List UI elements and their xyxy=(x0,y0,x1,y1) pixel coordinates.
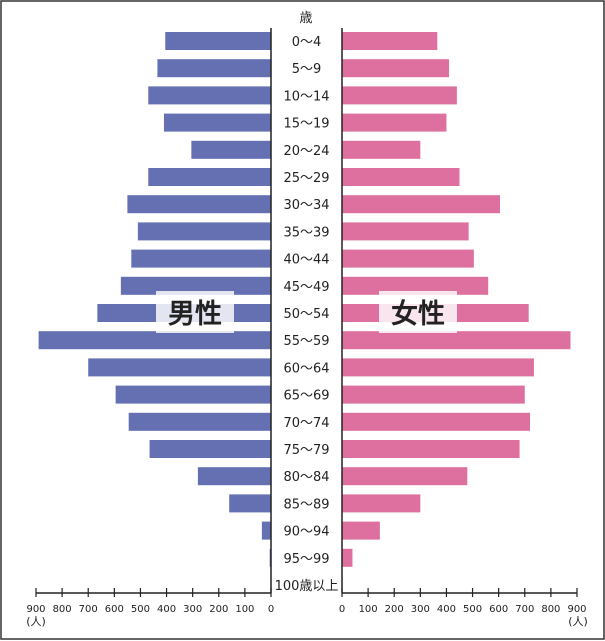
female-bar xyxy=(342,195,500,214)
female-bar xyxy=(342,331,571,350)
male-bar xyxy=(128,412,271,431)
female-tick-label: 600 xyxy=(489,604,508,615)
male-bar xyxy=(120,276,271,295)
female-tick-label: 300 xyxy=(411,604,430,615)
male-bar xyxy=(127,195,271,214)
female-bar xyxy=(342,168,460,186)
male-bar xyxy=(261,521,271,540)
male-bar xyxy=(165,32,271,50)
male-tick-label: 600 xyxy=(105,604,124,615)
male-tick-label: 400 xyxy=(157,604,176,615)
age-group-label: 90〜94 xyxy=(283,525,329,540)
female-legend-box xyxy=(379,291,457,333)
male-tick-label: 200 xyxy=(209,604,228,615)
age-group-label: 0〜4 xyxy=(292,35,322,50)
female-bar xyxy=(342,358,534,377)
female-tick-label: 100 xyxy=(359,604,378,615)
age-group-label: 45〜49 xyxy=(283,280,329,295)
axes xyxy=(36,28,577,594)
male-bar xyxy=(191,140,271,159)
age-group-label: 50〜54 xyxy=(283,307,329,322)
male-bar xyxy=(88,358,271,377)
female-bar xyxy=(342,412,530,431)
female-tick-label: 800 xyxy=(541,604,560,615)
female-tick-label: 700 xyxy=(515,604,534,615)
female-tick-label: 0 xyxy=(339,604,345,615)
male-bar xyxy=(131,249,271,268)
female-bar xyxy=(342,521,380,540)
female-bar xyxy=(342,276,489,295)
age-group-label: 55〜59 xyxy=(283,334,329,349)
age-group-label: 10〜14 xyxy=(283,89,329,104)
female-tick-label: 900 xyxy=(567,604,586,615)
female-tick-label: 200 xyxy=(385,604,404,615)
male-tick-label: 100 xyxy=(235,604,254,615)
male-unit-label: (人) xyxy=(26,615,46,628)
age-group-label: 25〜29 xyxy=(283,171,329,186)
female-bar xyxy=(342,440,520,458)
male-tick-label: 900 xyxy=(26,604,45,615)
female-bars xyxy=(342,32,571,594)
male-bar xyxy=(149,440,271,458)
male-bar xyxy=(38,331,271,350)
female-bar xyxy=(342,222,469,241)
male-tick-label: 800 xyxy=(53,604,72,615)
age-group-label: 80〜84 xyxy=(283,470,329,485)
male-tick-label: 300 xyxy=(183,604,202,615)
female-bar xyxy=(342,385,525,404)
male-bar xyxy=(157,59,271,78)
female-tick-label: 400 xyxy=(437,604,456,615)
age-unit-label: 歳 xyxy=(299,11,312,26)
age-group-label: 40〜44 xyxy=(283,253,329,268)
male-tick-label: 700 xyxy=(79,604,98,615)
age-group-label: 85〜89 xyxy=(283,497,329,512)
age-group-label: 65〜69 xyxy=(283,389,329,404)
female-series-label: 女性 xyxy=(391,298,445,330)
age-group-label: 100歳以上 xyxy=(275,579,339,594)
female-bar xyxy=(342,32,438,50)
male-bar xyxy=(197,467,271,486)
age-group-label: 60〜64 xyxy=(283,361,329,376)
female-ticks: 0 100 200 300 400 500 600 700 800 900 xyxy=(339,588,587,615)
male-bar xyxy=(115,385,271,404)
age-group-label: 20〜24 xyxy=(283,144,329,159)
male-ticks: 900 800 700 600 500 400 300 200 100 0 xyxy=(26,588,274,615)
male-tick-label: 0 xyxy=(268,604,274,615)
age-group-label: 15〜19 xyxy=(283,117,329,132)
male-bar xyxy=(229,494,271,513)
male-bars xyxy=(38,32,271,567)
age-labels: 0〜4 5〜9 10〜14 15〜19 20〜24 25〜29 30〜34 35〜39 40〜4… xyxy=(275,35,339,594)
female-bar xyxy=(342,59,450,78)
male-bar xyxy=(163,113,271,132)
female-bar xyxy=(342,548,353,567)
male-series-label: 男性 xyxy=(168,299,222,330)
age-group-label: 95〜99 xyxy=(283,552,329,567)
female-bar xyxy=(342,86,457,105)
female-bar xyxy=(342,249,474,268)
age-group-label: 30〜34 xyxy=(283,198,329,213)
age-group-label: 35〜39 xyxy=(283,225,329,240)
male-bar xyxy=(137,222,271,241)
female-unit-label: (人) xyxy=(568,615,588,628)
age-group-label: 5〜9 xyxy=(292,62,322,77)
female-bar xyxy=(342,140,421,159)
male-bar xyxy=(148,86,271,105)
age-group-label: 75〜79 xyxy=(283,443,329,458)
male-bar xyxy=(148,168,271,186)
male-legend-box xyxy=(156,291,234,333)
female-bar xyxy=(342,113,447,132)
female-bar xyxy=(342,494,421,513)
female-tick-label: 500 xyxy=(463,604,482,615)
male-tick-label: 500 xyxy=(131,604,150,615)
age-group-label: 70〜74 xyxy=(283,416,329,431)
female-bar xyxy=(342,467,468,486)
